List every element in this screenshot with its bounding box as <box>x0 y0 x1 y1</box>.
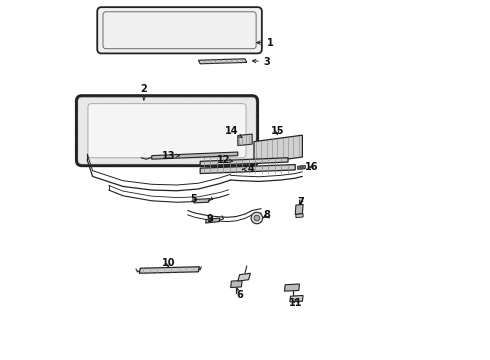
Text: 7: 7 <box>297 197 304 207</box>
Polygon shape <box>295 204 303 215</box>
Polygon shape <box>298 166 305 169</box>
Text: 15: 15 <box>270 126 284 135</box>
Polygon shape <box>194 199 210 203</box>
Polygon shape <box>152 152 238 159</box>
Polygon shape <box>205 218 220 223</box>
Polygon shape <box>139 267 199 273</box>
Text: 5: 5 <box>190 194 196 204</box>
Text: 10: 10 <box>162 258 175 268</box>
Text: 8: 8 <box>264 210 270 220</box>
Text: 16: 16 <box>305 162 318 172</box>
Polygon shape <box>254 135 302 163</box>
Polygon shape <box>200 158 288 166</box>
Polygon shape <box>296 214 303 218</box>
Text: 14: 14 <box>224 126 242 138</box>
Text: 12: 12 <box>217 155 233 165</box>
Polygon shape <box>198 59 247 64</box>
Text: 3: 3 <box>252 57 270 67</box>
Polygon shape <box>231 280 242 288</box>
Text: 6: 6 <box>236 288 243 301</box>
FancyBboxPatch shape <box>76 96 258 166</box>
Polygon shape <box>290 296 303 302</box>
Text: 9: 9 <box>207 215 214 224</box>
Polygon shape <box>200 165 295 174</box>
FancyBboxPatch shape <box>88 104 246 158</box>
Text: 2: 2 <box>141 84 147 100</box>
Text: 1: 1 <box>257 38 273 48</box>
Circle shape <box>251 212 263 224</box>
Text: 11: 11 <box>289 298 303 308</box>
FancyBboxPatch shape <box>97 7 262 53</box>
Text: 4: 4 <box>243 164 255 174</box>
Circle shape <box>254 215 260 221</box>
Polygon shape <box>285 284 299 291</box>
Polygon shape <box>238 273 250 281</box>
Text: 13: 13 <box>162 150 179 161</box>
Polygon shape <box>238 134 252 145</box>
